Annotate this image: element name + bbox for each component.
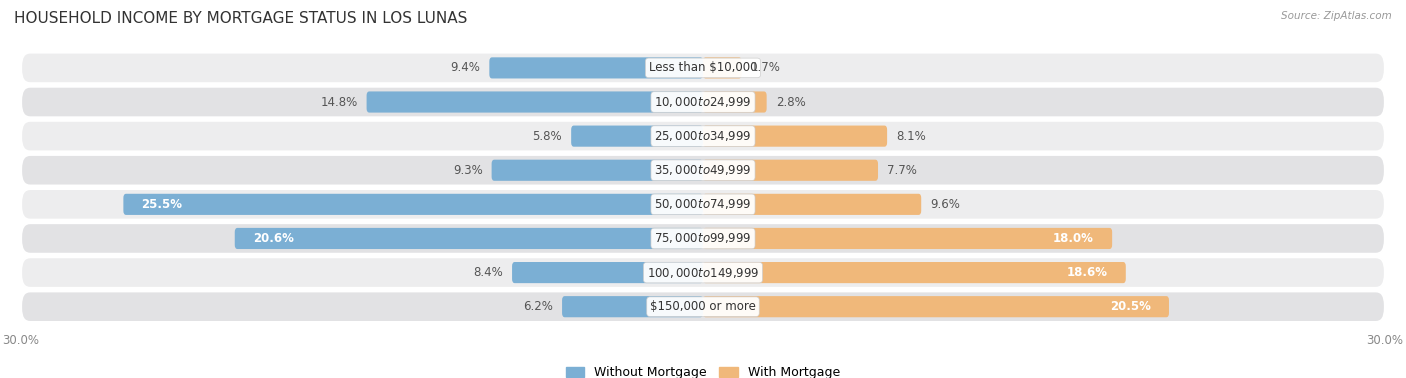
FancyBboxPatch shape [124, 194, 703, 215]
Text: 8.4%: 8.4% [474, 266, 503, 279]
FancyBboxPatch shape [367, 91, 703, 113]
FancyBboxPatch shape [235, 228, 703, 249]
FancyBboxPatch shape [21, 291, 1385, 322]
FancyBboxPatch shape [489, 57, 703, 79]
Text: 9.4%: 9.4% [450, 61, 481, 74]
Text: 18.0%: 18.0% [1053, 232, 1094, 245]
Text: 7.7%: 7.7% [887, 164, 917, 177]
Text: 1.7%: 1.7% [751, 61, 780, 74]
Text: Source: ZipAtlas.com: Source: ZipAtlas.com [1281, 11, 1392, 21]
Text: HOUSEHOLD INCOME BY MORTGAGE STATUS IN LOS LUNAS: HOUSEHOLD INCOME BY MORTGAGE STATUS IN L… [14, 11, 467, 26]
FancyBboxPatch shape [21, 257, 1385, 288]
FancyBboxPatch shape [21, 223, 1385, 254]
FancyBboxPatch shape [21, 87, 1385, 117]
Text: $75,000 to $99,999: $75,000 to $99,999 [654, 231, 752, 245]
Text: $100,000 to $149,999: $100,000 to $149,999 [647, 266, 759, 280]
FancyBboxPatch shape [703, 160, 877, 181]
Text: 2.8%: 2.8% [776, 96, 806, 108]
FancyBboxPatch shape [703, 194, 921, 215]
Text: 14.8%: 14.8% [321, 96, 357, 108]
FancyBboxPatch shape [703, 228, 1112, 249]
Text: 8.1%: 8.1% [896, 130, 927, 143]
FancyBboxPatch shape [703, 125, 887, 147]
Legend: Without Mortgage, With Mortgage: Without Mortgage, With Mortgage [561, 361, 845, 378]
Text: 25.5%: 25.5% [142, 198, 183, 211]
FancyBboxPatch shape [703, 262, 1126, 283]
FancyBboxPatch shape [703, 57, 741, 79]
FancyBboxPatch shape [21, 155, 1385, 186]
FancyBboxPatch shape [703, 296, 1168, 317]
FancyBboxPatch shape [21, 53, 1385, 83]
Text: 20.5%: 20.5% [1109, 300, 1150, 313]
Text: Less than $10,000: Less than $10,000 [648, 61, 758, 74]
FancyBboxPatch shape [562, 296, 703, 317]
FancyBboxPatch shape [492, 160, 703, 181]
Text: 6.2%: 6.2% [523, 300, 553, 313]
Text: 5.8%: 5.8% [533, 130, 562, 143]
FancyBboxPatch shape [512, 262, 703, 283]
Text: $35,000 to $49,999: $35,000 to $49,999 [654, 163, 752, 177]
FancyBboxPatch shape [21, 121, 1385, 152]
FancyBboxPatch shape [703, 91, 766, 113]
Text: 20.6%: 20.6% [253, 232, 294, 245]
Text: 9.6%: 9.6% [931, 198, 960, 211]
Text: $150,000 or more: $150,000 or more [650, 300, 756, 313]
FancyBboxPatch shape [21, 189, 1385, 220]
Text: $25,000 to $34,999: $25,000 to $34,999 [654, 129, 752, 143]
Text: $10,000 to $24,999: $10,000 to $24,999 [654, 95, 752, 109]
Text: 9.3%: 9.3% [453, 164, 482, 177]
FancyBboxPatch shape [571, 125, 703, 147]
Text: $50,000 to $74,999: $50,000 to $74,999 [654, 197, 752, 211]
Text: 18.6%: 18.6% [1067, 266, 1108, 279]
